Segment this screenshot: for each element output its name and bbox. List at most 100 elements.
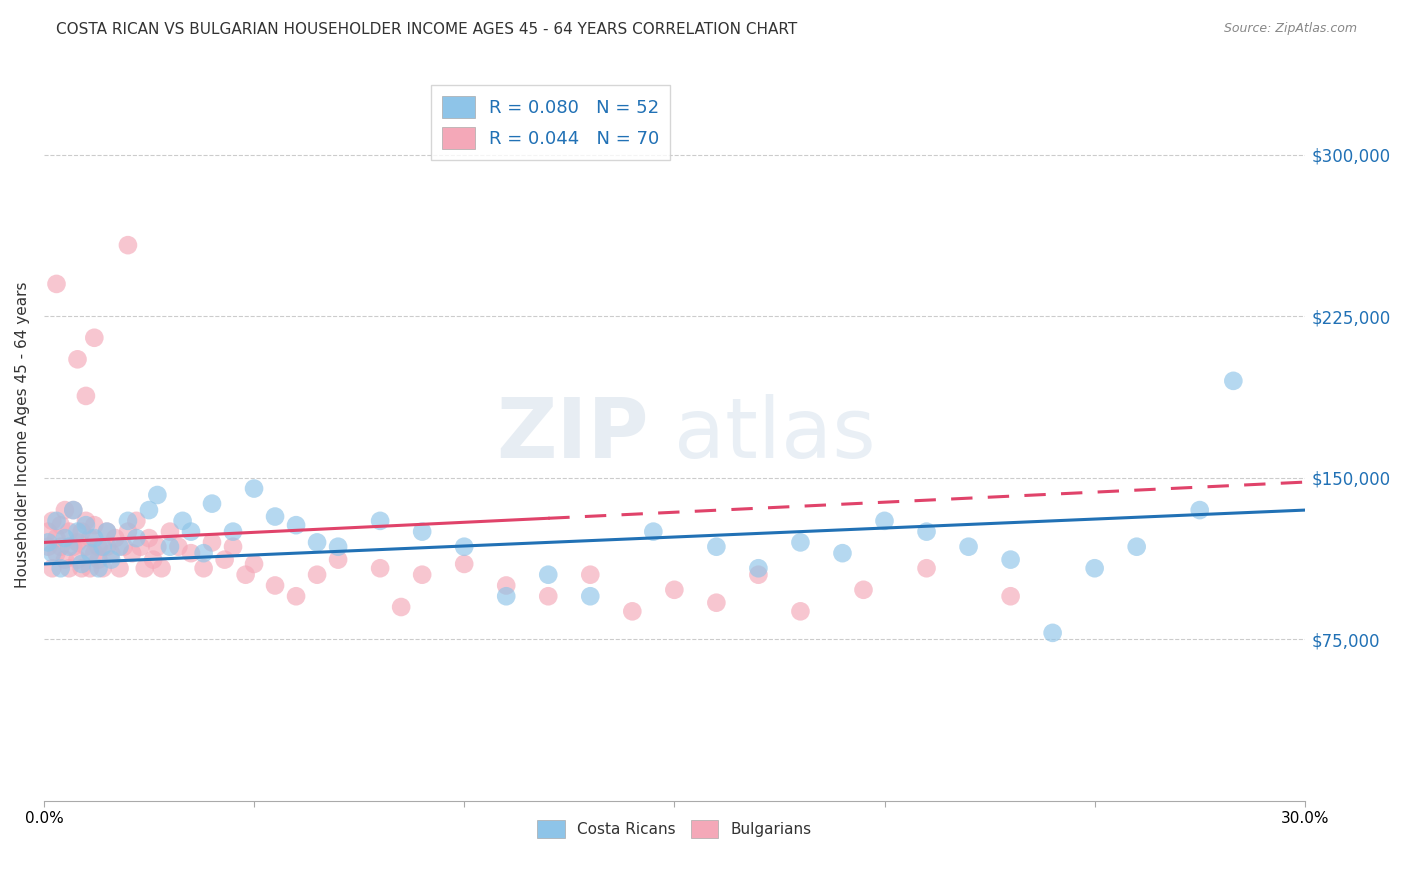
Point [643, 524, 665, 539]
Point [117, 524, 139, 539]
Point [121, 546, 143, 560]
Point [214, 552, 236, 566]
Point [62, 503, 84, 517]
Point [747, 561, 769, 575]
Point [537, 589, 560, 603]
Point [201, 497, 224, 511]
Point [915, 561, 938, 575]
Point [66, 552, 89, 566]
Point [53, 531, 76, 545]
Point [41, 514, 63, 528]
Point [411, 524, 433, 539]
Point [79, 546, 101, 560]
Point [201, 535, 224, 549]
Point [579, 589, 602, 603]
Point [112, 540, 135, 554]
Point [326, 540, 349, 554]
Point [537, 567, 560, 582]
Point [49, 540, 72, 554]
Point [66, 524, 89, 539]
Point [45, 514, 67, 528]
Point [285, 589, 308, 603]
Point [117, 238, 139, 252]
Point [222, 524, 245, 539]
Point [193, 546, 215, 560]
Point [45, 531, 67, 545]
Point [75, 389, 97, 403]
Text: Source: ZipAtlas.com: Source: ZipAtlas.com [1223, 22, 1357, 36]
Point [873, 514, 896, 528]
Point [664, 582, 686, 597]
Point [142, 552, 165, 566]
Point [49, 561, 72, 575]
Point [495, 578, 517, 592]
Point [852, 582, 875, 597]
Point [129, 540, 152, 554]
Point [75, 518, 97, 533]
Point [159, 524, 181, 539]
Point [1222, 374, 1244, 388]
Point [83, 331, 105, 345]
Point [789, 604, 811, 618]
Point [150, 561, 173, 575]
Text: atlas: atlas [675, 394, 876, 475]
Point [83, 546, 105, 560]
Point [264, 578, 287, 592]
Point [307, 567, 329, 582]
Point [79, 561, 101, 575]
Point [75, 514, 97, 528]
Point [125, 514, 148, 528]
Point [138, 531, 160, 545]
Point [100, 552, 122, 566]
Point [146, 540, 169, 554]
Point [1000, 552, 1022, 566]
Point [453, 557, 475, 571]
Point [235, 567, 257, 582]
Point [96, 540, 118, 554]
Point [70, 557, 93, 571]
Point [104, 531, 127, 545]
Point [117, 514, 139, 528]
Point [66, 352, 89, 367]
Point [75, 540, 97, 554]
Point [83, 531, 105, 545]
Point [49, 518, 72, 533]
Point [621, 604, 644, 618]
Point [79, 531, 101, 545]
Point [389, 600, 412, 615]
Point [37, 524, 59, 539]
Text: COSTA RICAN VS BULGARIAN HOUSEHOLDER INCOME AGES 45 - 64 YEARS CORRELATION CHART: COSTA RICAN VS BULGARIAN HOUSEHOLDER INC… [56, 22, 797, 37]
Point [264, 509, 287, 524]
Point [41, 561, 63, 575]
Point [180, 546, 202, 560]
Text: ZIP: ZIP [496, 394, 650, 475]
Point [37, 540, 59, 554]
Point [53, 552, 76, 566]
Point [915, 524, 938, 539]
Point [62, 540, 84, 554]
Point [45, 277, 67, 291]
Point [1000, 589, 1022, 603]
Point [706, 540, 728, 554]
Point [172, 514, 194, 528]
Point [1042, 625, 1064, 640]
Point [108, 540, 131, 554]
Point [222, 540, 245, 554]
Point [243, 482, 266, 496]
Point [87, 540, 110, 554]
Point [146, 488, 169, 502]
Y-axis label: Householder Income Ages 45 - 64 years: Householder Income Ages 45 - 64 years [15, 282, 30, 588]
Point [285, 518, 308, 533]
Point [58, 540, 80, 554]
Point [87, 552, 110, 566]
Point [243, 557, 266, 571]
Point [58, 524, 80, 539]
Point [411, 567, 433, 582]
Point [167, 540, 190, 554]
Point [62, 503, 84, 517]
Point [1188, 503, 1211, 517]
Point [579, 567, 602, 582]
Point [91, 561, 114, 575]
Point [747, 567, 769, 582]
Point [368, 514, 391, 528]
